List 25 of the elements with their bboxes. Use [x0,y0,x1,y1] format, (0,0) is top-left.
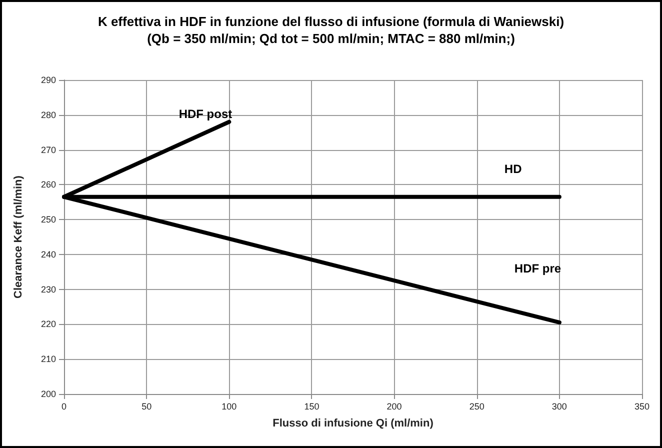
y-tick-label: 270 [40,144,56,155]
y-tick-label: 230 [40,284,56,294]
text: HDF pre [514,261,562,276]
x-tick-label: 250 [469,402,484,412]
y-tick-label: 220 [40,319,56,330]
series-label: HD [504,162,522,176]
x-tick-label: 150 [304,402,320,412]
x-tick-label: 50 [142,402,152,412]
x-tick-label: 300 [552,402,567,412]
x-tick-label: 200 [386,402,402,412]
y-tick-label: 290 [40,75,56,85]
y-axis-title: Clearance Keff (ml/min) [12,175,24,298]
y-tick-label: 200 [40,389,56,399]
x-tick-label: 100 [222,402,237,412]
y-tick-label: 210 [40,354,56,364]
x-axis-title: Flusso di infusione Qi (ml/min) [272,418,434,430]
x-tick-label: 0 [61,402,67,412]
series-label: HDF post [178,106,232,121]
y-tick-label: 250 [40,214,56,225]
y-tick-label: 280 [40,110,56,120]
y-tick-label: 240 [40,249,56,260]
chart-subtitle: (Qb = 350 ml/min; Qd tot = 500 ml/min; MTAC = 880 ml/min;) [147,31,515,46]
chart-title: K effettiva in HDF in funzione del flusso di infusione (formula di Waniewski) [98,14,564,29]
x-tick-label: 350 [634,402,650,412]
y-tick-label: 260 [40,180,56,190]
